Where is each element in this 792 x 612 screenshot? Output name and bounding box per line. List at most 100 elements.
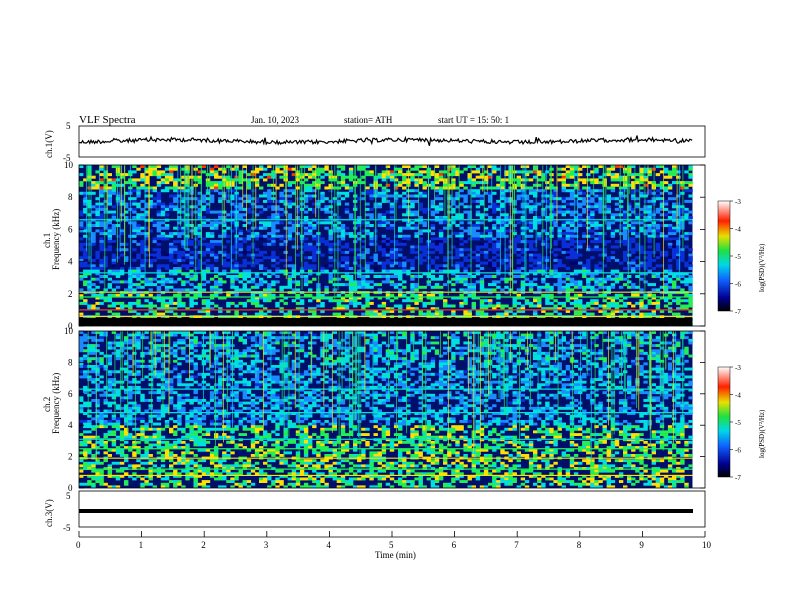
spectrogram-cell [676,338,681,342]
spectrogram-cell [606,170,611,174]
spectrogram-cell [684,210,689,214]
spectrogram-cell [271,224,276,227]
spectrogram-cell [91,175,96,179]
spectrogram-cell [627,336,632,340]
spectrogram-cell [128,333,133,337]
spectrogram-cell [291,341,297,345]
spectrogram-cell [254,341,260,345]
spectrogram-cell [602,309,607,313]
spectrogram-cell [291,226,297,230]
spectrogram-cell [639,194,644,198]
spectrogram-cell [479,312,485,316]
spectrogram-cell [598,181,603,185]
spectrogram-cell [471,199,476,203]
spectrogram-cell [308,183,313,187]
spectrogram-cell [500,226,505,230]
spectrogram-cell [631,210,636,214]
spectrogram-cell [365,309,370,313]
spectrogram-cell [348,234,354,238]
spectrogram-cell [124,280,129,284]
spectrogram-cell [83,197,88,201]
spectrogram-cell [275,338,280,342]
spectrogram-cell [406,272,411,276]
spectrogram-cell [455,194,460,198]
spectrogram-cell [181,226,186,230]
spectrogram-cell [655,194,661,198]
spectrogram-cell [586,277,591,281]
spectrogram-cell [393,242,399,246]
spectrogram-cell [340,245,346,249]
spectrogram-cell [533,224,538,227]
spectrogram-cell [160,307,166,311]
spectrogram-cell [422,248,427,252]
spectrogram-cell [545,299,550,303]
spectrogram-cell [107,304,112,308]
spectrogram-cell [467,293,472,297]
spectrogram-cell [512,224,517,227]
spectrogram-cell [483,181,489,185]
spectrogram-cell [164,207,170,211]
spectrogram-cell [438,216,444,219]
spectrogram-cell [234,267,239,270]
spectrogram-cell [91,191,96,195]
spectrogram-cell [115,165,121,168]
spectrogram-cell [271,216,276,219]
spectrogram-cell [602,232,607,236]
spectrogram-cell [181,264,186,268]
spectrogram-cell [520,285,526,289]
spectrogram-cell [557,197,562,201]
spectrogram-cell [438,296,444,300]
spectrogram-cell [524,283,530,287]
spectrogram-cell [582,269,587,273]
spectrogram-cell [377,296,382,300]
spectrogram-cell [623,221,628,225]
spectrogram-cell [389,299,395,303]
spectrogram-cell [451,336,456,340]
spectrogram-cell [234,293,239,297]
spectrogram-cell [418,338,423,342]
spectrogram-cell [365,189,370,193]
spectrogram-cell [83,210,88,214]
spectrogram-cell [565,242,571,246]
spectrogram-cell [602,264,607,268]
spectrogram-cell [533,165,538,168]
spectrogram-cell [328,234,333,238]
spectrogram-cell [573,253,579,257]
spectrogram-cell [209,253,215,257]
spectrogram-cell [438,245,444,249]
spectrogram-cell [557,245,562,249]
spectrogram-cell [295,216,301,219]
spectrogram-cell [271,237,276,241]
spectrogram-cell [533,167,538,171]
spectrogram-cell [618,277,624,281]
spectrogram-cell [119,194,125,198]
spectrogram-cell [201,301,207,305]
spectrogram-cell [365,264,370,268]
spectrogram-cell [381,331,387,334]
spectrogram-cell [136,232,141,236]
spectrogram-cell [279,194,284,198]
station-label: station= ATH [344,115,393,125]
spectrogram-cell [455,234,460,238]
spectrogram-cell [164,304,170,308]
spectrogram-cell [177,256,182,260]
spectrogram-cell [140,304,145,308]
spectrogram-cell [467,283,472,287]
spectrogram-cell [602,240,607,244]
spectrogram-cell [667,191,673,195]
spectrogram-cell [287,258,292,262]
spectrogram-cell [402,299,407,303]
spectrogram-cell [610,189,616,193]
spectrogram-cell [267,189,272,193]
spectrogram-cell [614,178,620,182]
spectrogram-cell [132,267,137,270]
spectrogram-cell [434,205,440,209]
spectrogram-cell [627,224,632,227]
spectrogram-cell [295,197,301,201]
spectrogram-cell [173,194,178,198]
spectrogram-cell [578,189,583,193]
spectrogram-cell [124,336,129,340]
spectrogram-cell [561,264,566,268]
spectrogram-cell [618,226,624,230]
spectrogram-cell [95,293,100,297]
